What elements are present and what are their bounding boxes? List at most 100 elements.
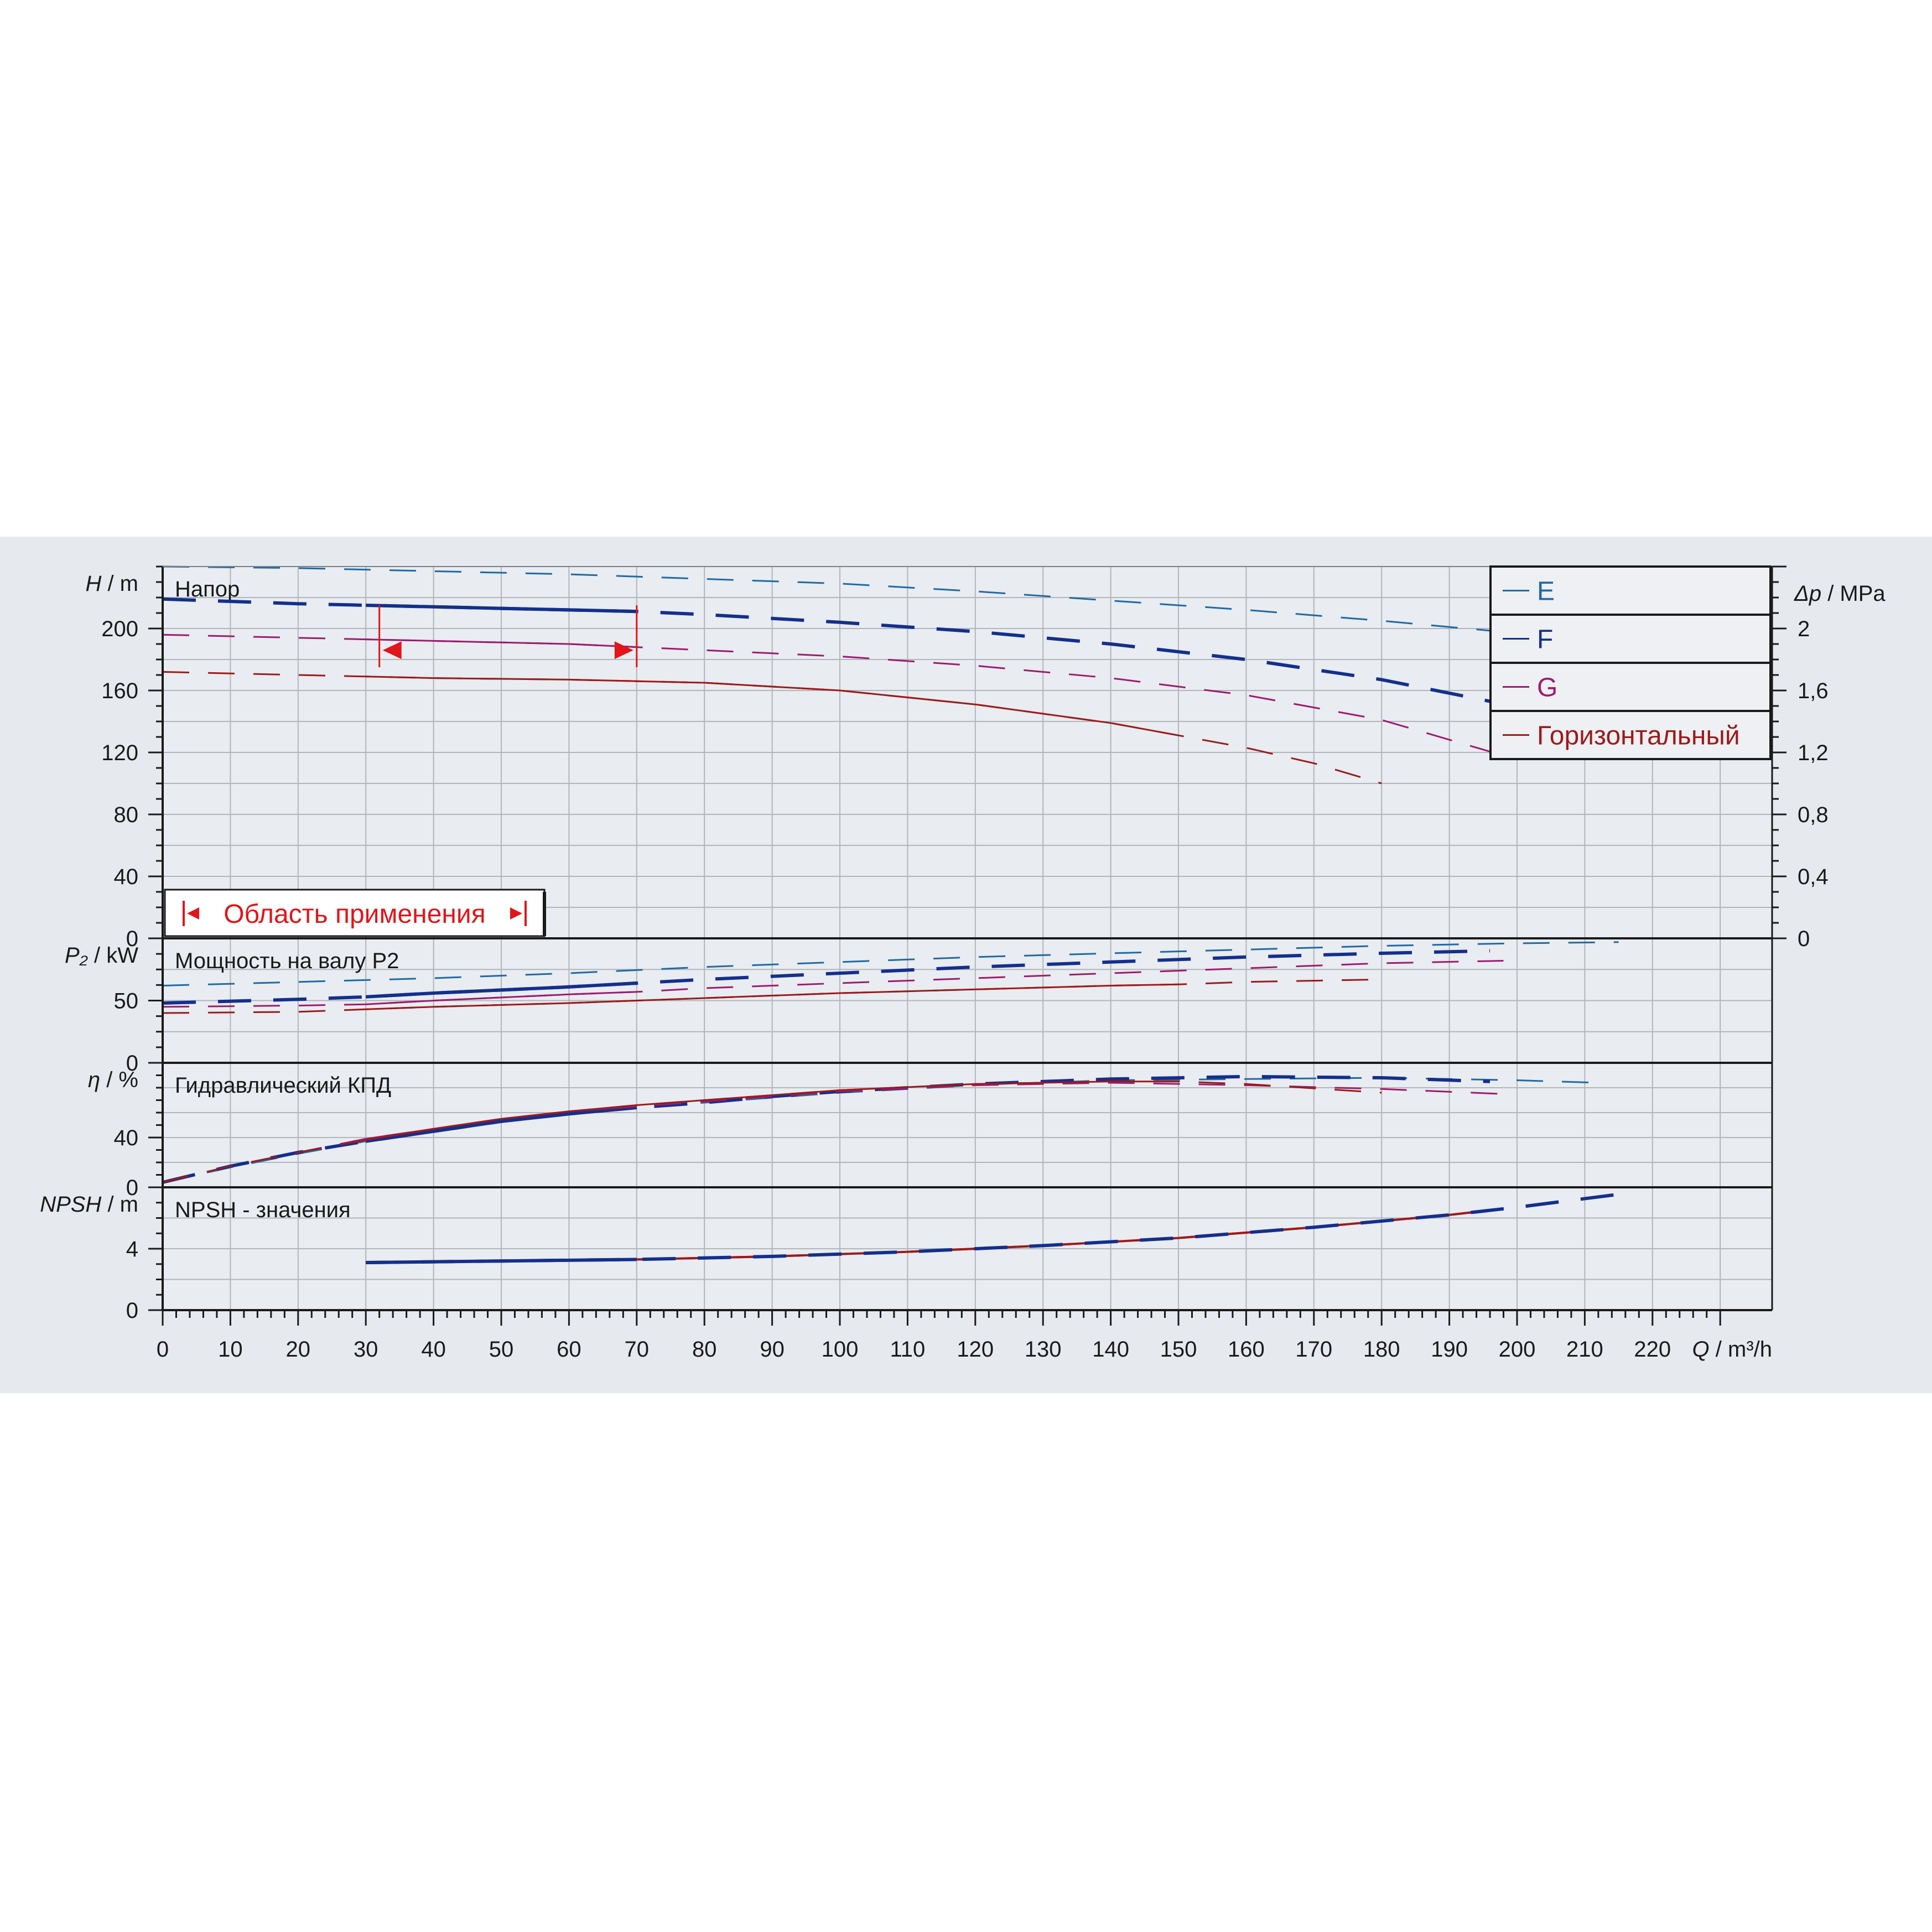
series-line-dashed [162,1074,1490,1184]
x-tick-label: 30 [354,1337,378,1362]
x-tick-label: 140 [1092,1337,1129,1362]
x-tick-label: 20 [286,1337,311,1362]
series-head-F [162,597,1490,703]
y-tick-label: 4 [126,1237,138,1261]
secondary-axis-unit: / MPa [1821,581,1886,606]
secondary-tick-label: 0 [1798,927,1810,951]
x-tick-label: 100 [822,1337,859,1362]
x-tick-label: 210 [1566,1337,1603,1362]
series-power-G [162,960,1504,1008]
x-tick-label: 40 [421,1337,446,1362]
legend-label: F [1537,625,1553,655]
x-tick-label: 200 [1499,1337,1536,1362]
y-tick-label: 200 [101,617,138,641]
x-tick-label: 180 [1363,1337,1400,1362]
y-tick-label: 50 [114,989,139,1014]
series-line-dashed [162,1082,1504,1183]
legend: EFG Горизонтальный [1489,565,1772,760]
series-npsh-F [366,1192,1626,1264]
series-head-G [162,633,1504,757]
x-tick-label: 80 [692,1337,717,1362]
y-axis-unit: / % [100,1068,138,1092]
y-tick-label: 160 [101,679,138,703]
series-efficiency-Горизонтальный [162,1081,1382,1183]
panel-power: 0 50 P₂ / kW Мощность на валу P2 [65,937,1772,1076]
legend-item: Горизонтальный [1503,721,1740,751]
y-axis-unit: / m [101,1192,138,1217]
label-box-frame [164,889,546,937]
series-line-solid [366,981,637,999]
label-arrow-left [187,907,199,920]
y-axis-label: η / % [88,1068,138,1092]
x-tick-label: 220 [1634,1337,1671,1362]
y-axis-symbol: P₂ [65,943,88,968]
series-line-solid [366,638,637,648]
operating-range-marker [378,605,638,667]
legend-item: G [1503,673,1557,703]
series-line-solid [366,983,1179,1010]
x-axis: 0 10 20 30 40 50 60 70 80 90 100 110 120 130 140 150 160… [157,1310,1772,1362]
secondary-tick-label: 1,6 [1798,679,1829,703]
range-end-arrow [614,641,633,659]
x-tick-label: 90 [760,1337,785,1362]
series-line-solid [366,1258,637,1264]
x-tick-label: 170 [1295,1337,1332,1362]
x-tick-label: 110 [890,1337,926,1362]
x-axis-label: Q / m³/h [1692,1337,1772,1362]
y-tick-label: 0 [126,927,138,951]
operating-range-label: Область применения [224,900,485,929]
y-axis-unit: / kW [88,943,138,968]
secondary-tick-label: 2 [1798,617,1810,641]
y-tick-label: 40 [114,1126,139,1150]
panel-efficiency: 0 40 η / % Гидравлический КПД [88,1062,1772,1200]
y-axis-label: NPSH / m [40,1192,138,1217]
y-axis-symbol: η [88,1068,100,1092]
y-axis-unit: / m [101,572,138,596]
panel-title: Гидравлический КПД [175,1073,391,1098]
x-tick-label: 10 [218,1337,243,1362]
series-line-solid [366,604,637,614]
y-tick-label: 80 [114,803,139,827]
series-line-solid [365,1106,637,1143]
series-line-dashed [162,941,1619,986]
x-tick-label: 120 [957,1337,994,1362]
y-axis-label: P₂ / kW [65,943,138,968]
x-tick-label: 70 [625,1337,650,1362]
x-tick-label: 130 [1025,1337,1062,1362]
y-tick-label: 40 [114,865,139,889]
series-power-F [162,949,1490,1005]
secondary-axis-symbol: Δp [1794,581,1821,606]
series-line-solid [366,676,1179,736]
y-axis-symbol: NPSH [40,1192,101,1217]
y-tick-label: 0 [126,1299,138,1323]
legend-item: F [1503,625,1553,655]
x-tick-label: 60 [557,1337,581,1362]
range-start-arrow [382,641,402,659]
y-axis-label: H / m [85,572,138,596]
panel-title: Мощность на валу P2 [175,949,399,973]
y-tick-label: 0 [126,1051,138,1076]
x-tick-label: 150 [1160,1337,1197,1362]
secondary-tick-label: 1,2 [1798,741,1829,765]
series-head-Горизонтальный [162,671,1382,785]
secondary-tick-label: 0,8 [1798,803,1829,827]
y-tick-label: 0 [126,1176,138,1200]
series-efficiency-F [162,1074,1490,1184]
legend-label: G [1537,673,1557,703]
panel-title: NPSH - значения [175,1198,351,1222]
label-arrow-right [510,907,522,920]
secondary-axis-label: Δp / MPa [1794,581,1886,606]
x-tick-label: 50 [489,1337,514,1362]
y-axis-symbol: H [85,572,101,596]
operating-range-label-box: Область применения [164,889,546,937]
x-tick-label: 160 [1228,1337,1265,1362]
x-tick-label: 190 [1431,1337,1468,1362]
x-axis-symbol: Q [1692,1337,1710,1362]
legend-label: E [1537,577,1555,606]
series-power-E [162,941,1619,986]
panel-title: Напор [175,577,240,601]
x-tick-label: 0 [157,1337,169,1362]
secondary-tick-label: 0,4 [1798,865,1829,889]
series-line-solid [366,991,637,1005]
